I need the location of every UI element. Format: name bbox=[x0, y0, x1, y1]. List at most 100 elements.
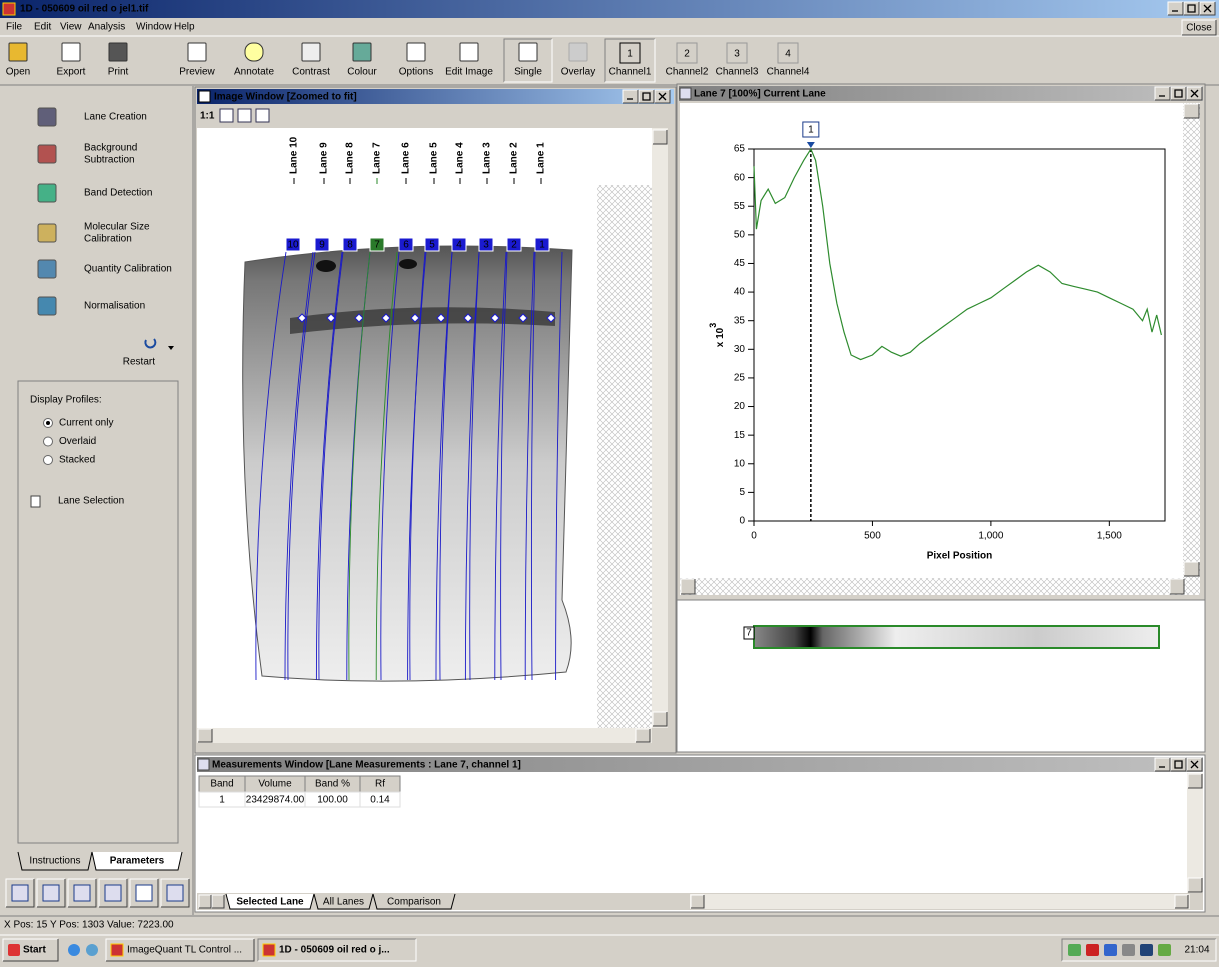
toolbar-icon bbox=[302, 43, 320, 61]
profile-window-title: Lane 7 [100%] Current Lane bbox=[694, 89, 826, 100]
gel-blob bbox=[316, 260, 336, 272]
tool-label[interactable]: Band Detection bbox=[84, 188, 152, 199]
meas-vscroll bbox=[1187, 773, 1203, 893]
y-tick-label: 65 bbox=[734, 144, 746, 155]
tool-label[interactable]: Lane Creation bbox=[84, 112, 147, 123]
task-label[interactable]: ImageQuant TL Control ... bbox=[127, 945, 242, 956]
meas-tab-label[interactable]: All Lanes bbox=[323, 897, 364, 908]
scroll-thumb bbox=[1188, 774, 1202, 788]
view-icon bbox=[105, 885, 121, 901]
y-tick-label: 35 bbox=[734, 315, 746, 326]
tool-icon bbox=[38, 260, 56, 278]
scroll-thumb bbox=[681, 579, 695, 594]
menu-item[interactable]: View bbox=[60, 22, 82, 33]
y-tick-label: 10 bbox=[734, 458, 746, 469]
toolbar-label[interactable]: Preview bbox=[179, 67, 215, 78]
x-tick-label: 500 bbox=[864, 531, 881, 542]
tool-label[interactable]: Background bbox=[84, 143, 137, 154]
restart-icon bbox=[145, 339, 155, 347]
toolbar-icon bbox=[188, 43, 206, 61]
tray-icon bbox=[1140, 944, 1153, 956]
scroll-thumb bbox=[636, 729, 650, 742]
menu-item[interactable]: File bbox=[6, 22, 23, 33]
channel-label[interactable]: Channel4 bbox=[767, 67, 810, 78]
lane-label: Lane 7 bbox=[372, 142, 383, 174]
tool-label[interactable]: Calibration bbox=[84, 234, 132, 245]
table-value: 1 bbox=[219, 795, 225, 806]
y-tick-label: 45 bbox=[734, 258, 746, 269]
toolbar-icon bbox=[569, 43, 587, 61]
image-title-icon bbox=[199, 91, 210, 102]
meas-tab-label[interactable]: Comparison bbox=[387, 897, 441, 908]
restart-label[interactable]: Restart bbox=[123, 357, 155, 368]
toolbar-label[interactable]: Annotate bbox=[234, 67, 274, 78]
toolbar-label[interactable]: Edit Image bbox=[445, 67, 493, 78]
y-tick-label: 30 bbox=[734, 344, 746, 355]
y-tick-label: 20 bbox=[734, 401, 746, 412]
lane-selection-icon bbox=[31, 496, 40, 507]
panel-tab-label[interactable]: Parameters bbox=[110, 856, 165, 867]
lane-number: 7 bbox=[374, 240, 380, 251]
lane-label: Lane 4 bbox=[455, 142, 466, 174]
y-tick-label: 15 bbox=[734, 430, 746, 441]
toolbar-label[interactable]: Print bbox=[108, 67, 129, 78]
table-header: Rf bbox=[375, 779, 385, 790]
lane-label: Lane 5 bbox=[429, 142, 440, 174]
toolbar-label[interactable]: Overlay bbox=[561, 67, 595, 78]
radio-label[interactable]: Current only bbox=[59, 418, 113, 429]
measurements-title: Measurements Window [Lane Measurements :… bbox=[212, 760, 521, 771]
tray-icon bbox=[1158, 944, 1171, 956]
radio-label[interactable]: Stacked bbox=[59, 455, 95, 466]
tool-label[interactable]: Normalisation bbox=[84, 301, 145, 312]
start-logo bbox=[8, 944, 20, 956]
profile-title-icon bbox=[680, 88, 691, 99]
panel-tab-label[interactable]: Instructions bbox=[29, 856, 80, 867]
toolbar-label[interactable]: Options bbox=[399, 67, 433, 78]
toolbar-icon bbox=[519, 43, 537, 61]
toolbar-label[interactable]: Single bbox=[514, 67, 542, 78]
x-tick-label: 1,500 bbox=[1097, 531, 1122, 542]
lane-number: 10 bbox=[287, 240, 299, 251]
y-tick-label: 55 bbox=[734, 201, 746, 212]
tool-icon bbox=[38, 108, 56, 126]
tool-label[interactable]: Molecular Size bbox=[84, 222, 150, 233]
menu-item[interactable]: Window bbox=[136, 22, 172, 33]
toolbar-label[interactable]: Colour bbox=[347, 67, 377, 78]
radio[interactable] bbox=[44, 437, 53, 446]
radio[interactable] bbox=[44, 456, 53, 465]
h-scrollbar bbox=[197, 728, 652, 743]
channel-number: 1 bbox=[627, 49, 633, 60]
channel-label[interactable]: Channel1 bbox=[609, 67, 652, 78]
tool-label[interactable]: Subtraction bbox=[84, 155, 135, 166]
view-icon bbox=[43, 885, 59, 901]
channel-label[interactable]: Channel3 bbox=[716, 67, 759, 78]
zoom-button[interactable]: 1:1 bbox=[200, 111, 215, 122]
task-label[interactable]: 1D - 050609 oil red o j... bbox=[279, 945, 390, 956]
image-tool bbox=[238, 109, 251, 122]
band-label: 1 bbox=[808, 125, 814, 136]
menu-item[interactable]: Analysis bbox=[88, 22, 125, 33]
toolbar-label[interactable]: Contrast bbox=[292, 67, 330, 78]
task-icon bbox=[263, 944, 275, 956]
radio-label[interactable]: Overlaid bbox=[59, 436, 96, 447]
p-hscroll bbox=[680, 578, 1200, 595]
lane-selection-label[interactable]: Lane Selection bbox=[58, 496, 124, 507]
table-header: Band bbox=[210, 779, 233, 790]
menu-item[interactable]: Help bbox=[174, 22, 195, 33]
tool-label[interactable]: Quantity Calibration bbox=[84, 264, 172, 275]
menu-item[interactable]: Edit bbox=[34, 22, 51, 33]
toolbar-label[interactable]: Export bbox=[57, 67, 86, 78]
channel-label[interactable]: Channel2 bbox=[666, 67, 709, 78]
lane-strip bbox=[754, 626, 1159, 648]
meas-tab-label[interactable]: Selected Lane bbox=[236, 897, 304, 908]
image-tool bbox=[220, 109, 233, 122]
close-label[interactable]: Close bbox=[1186, 23, 1212, 34]
x-axis-label: Pixel Position bbox=[927, 551, 993, 562]
scroll-thumb bbox=[1175, 895, 1188, 908]
start-label[interactable]: Start bbox=[23, 945, 46, 956]
table-header: Band % bbox=[315, 779, 350, 790]
status-text: X Pos: 15 Y Pos: 1303 Value: 7223.00 bbox=[4, 920, 174, 931]
toolbar-label[interactable]: Open bbox=[6, 67, 30, 78]
tray-icon bbox=[1122, 944, 1135, 956]
image-tool bbox=[256, 109, 269, 122]
